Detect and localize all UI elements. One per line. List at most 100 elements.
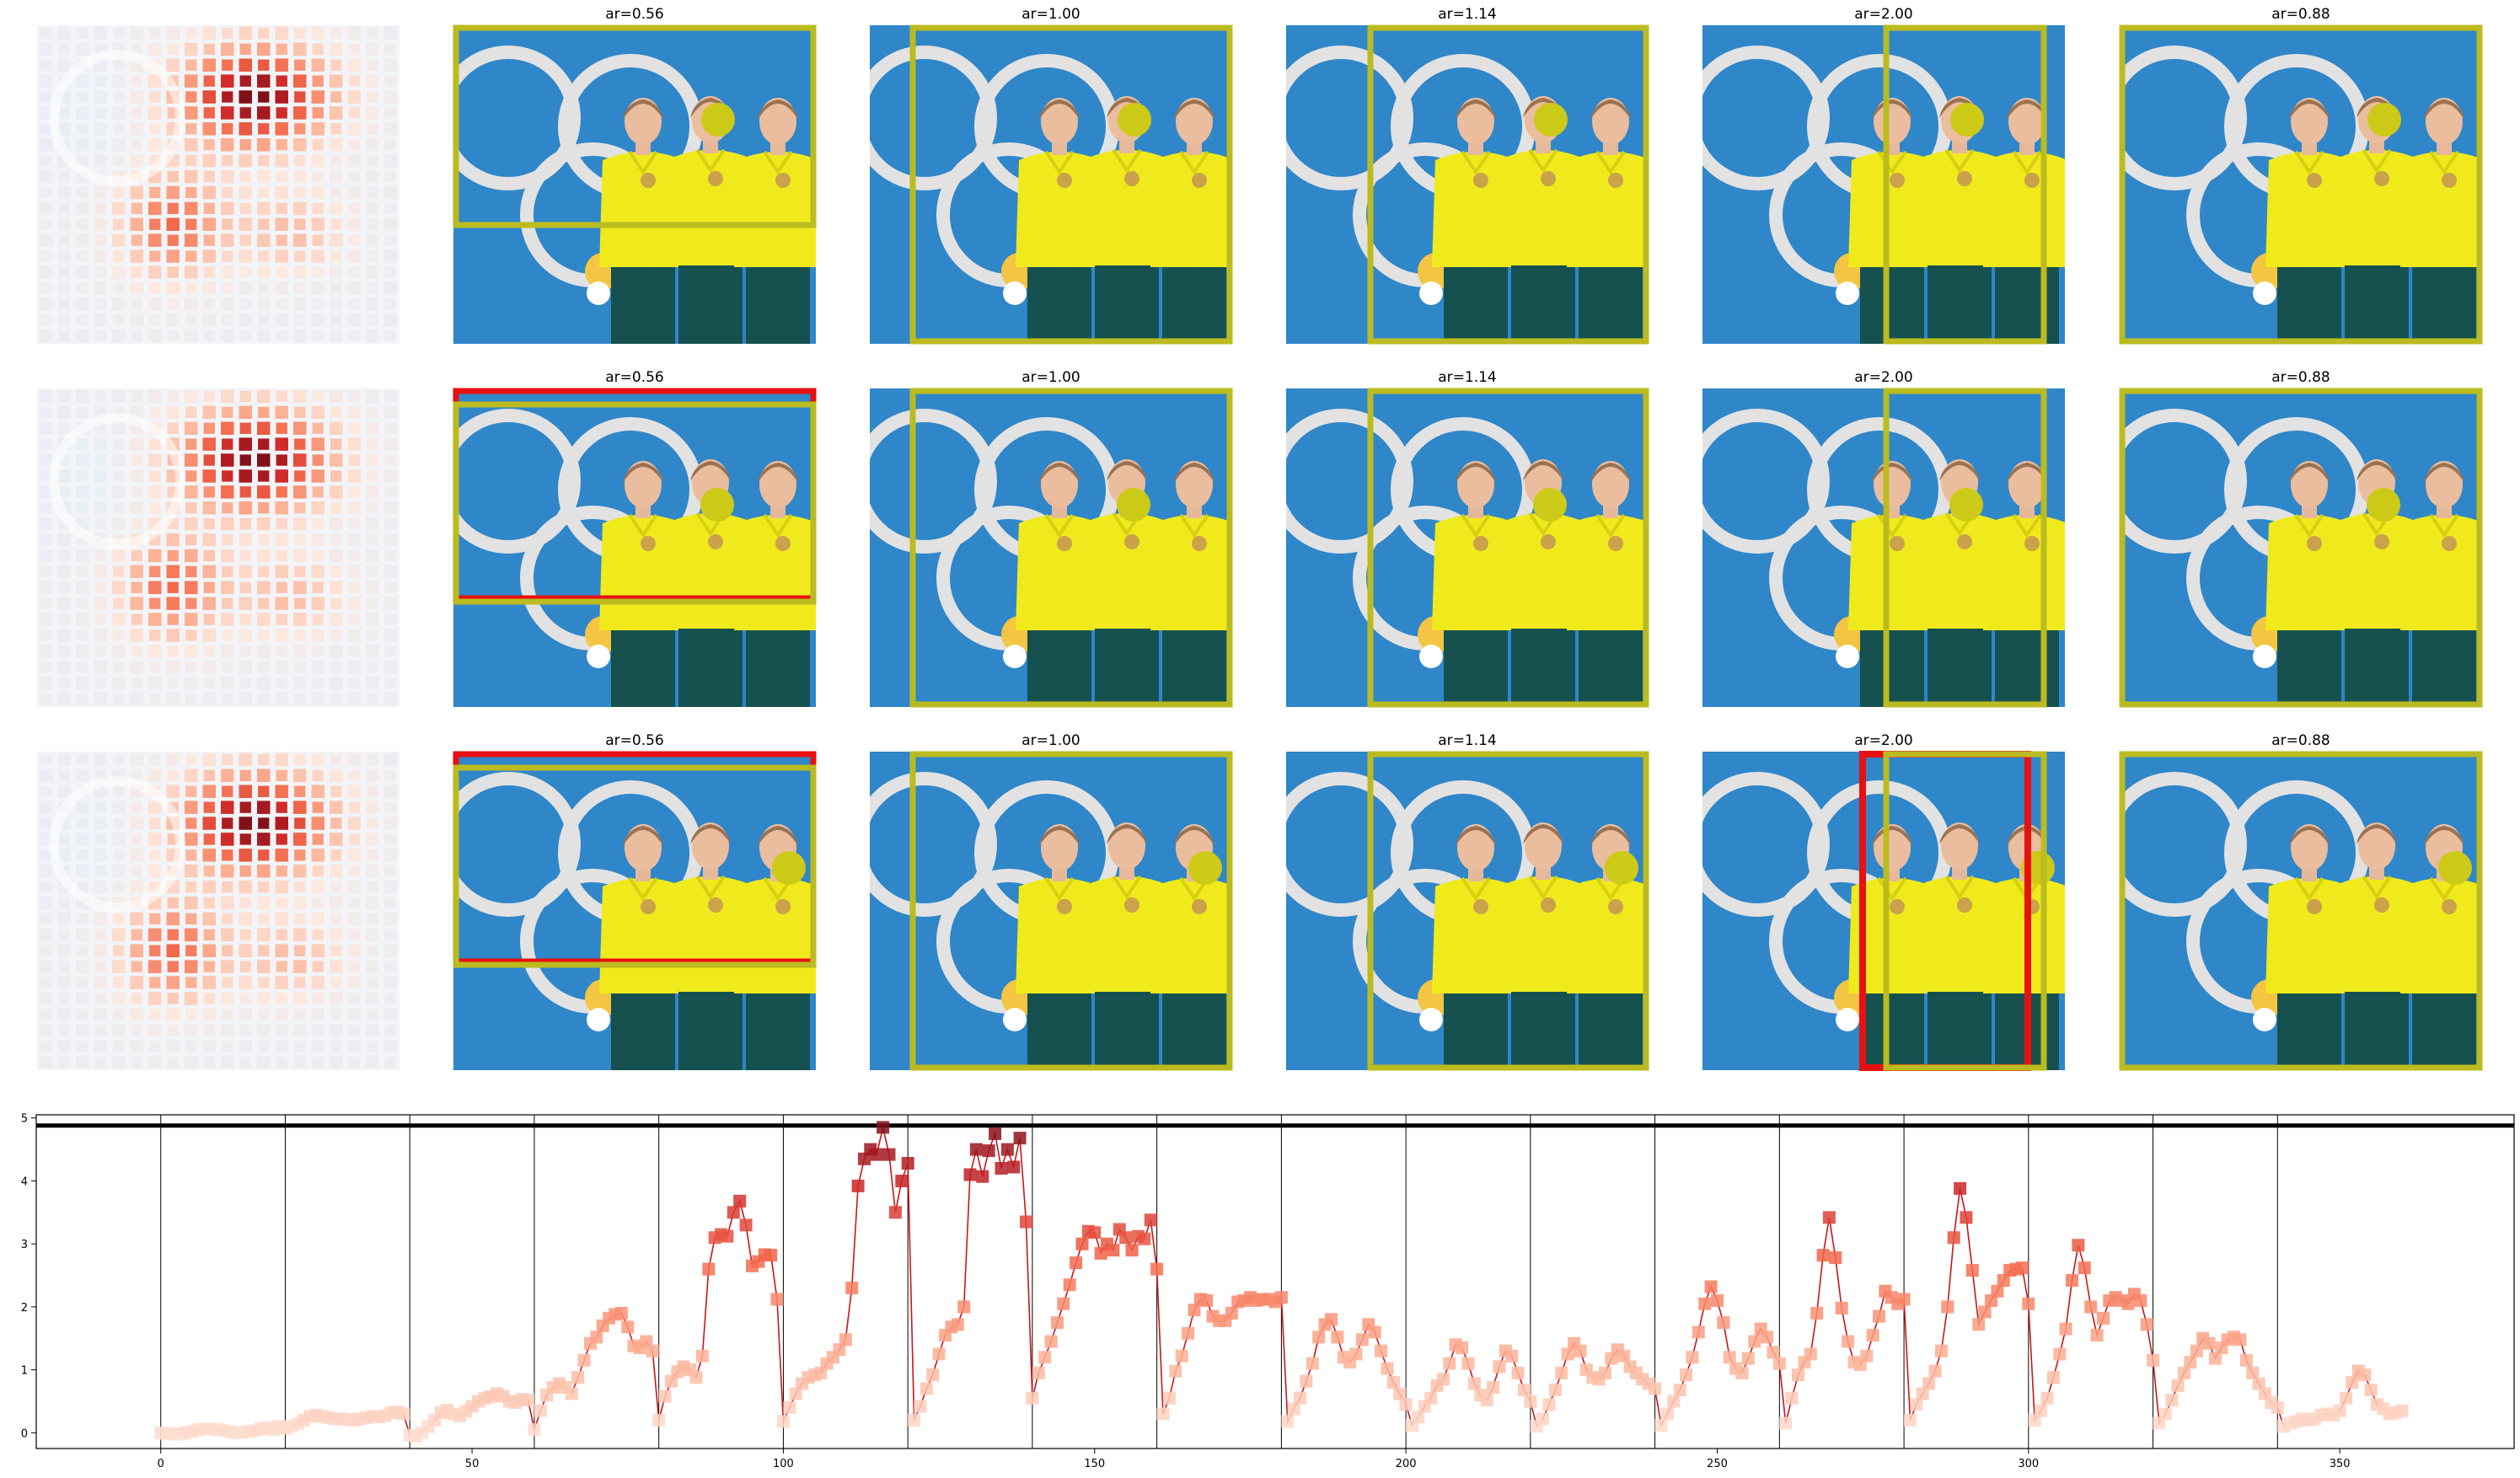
heatmap-cell <box>311 817 324 830</box>
hair-shape <box>758 826 798 846</box>
data-point-marker <box>2178 1366 2190 1379</box>
hair-shape <box>690 98 731 118</box>
heatmap-cell <box>185 421 198 435</box>
heatmap-cell <box>222 533 233 546</box>
heatmap-cell <box>276 549 287 562</box>
heatmap-cell <box>203 170 215 183</box>
heatmap-cell <box>239 961 251 972</box>
heatmap-cell <box>383 217 397 231</box>
heatmap-cell <box>221 106 234 120</box>
heatmap-cell <box>222 155 233 167</box>
data-point-marker <box>1654 1418 1668 1432</box>
collar-shape <box>1461 876 1491 902</box>
heatmap-cell <box>293 169 307 184</box>
jacket-shape <box>2265 152 2353 267</box>
heatmap-cell <box>293 1024 307 1037</box>
data-point-marker <box>1057 1297 1070 1310</box>
hair-shape <box>2356 461 2397 481</box>
medal-shape <box>1473 899 1488 914</box>
heatmap-cell <box>113 314 125 326</box>
heatmap-cell <box>167 581 179 593</box>
heatmap-cell <box>311 661 324 674</box>
heatmap-cell <box>384 1056 396 1068</box>
heatmap-cell <box>77 1041 88 1052</box>
heatmap-cell <box>312 298 324 310</box>
heatmap-cell <box>112 613 126 626</box>
heatmap-cell <box>221 801 234 814</box>
heatmap-cell <box>239 390 251 403</box>
data-point-marker <box>646 1344 659 1358</box>
hair-shape <box>1872 463 1912 483</box>
heatmap-cell <box>384 75 396 87</box>
heatmap-cell <box>367 753 378 766</box>
data-point-marker <box>1175 1349 1188 1363</box>
collar-shape <box>1595 513 1626 538</box>
heatmap-cell <box>166 785 180 798</box>
medal-shape <box>708 534 723 549</box>
heatmap-cell <box>76 1055 89 1069</box>
heatmap-cell <box>113 693 125 705</box>
medal-shape <box>1890 173 1905 188</box>
data-point-marker <box>1816 1249 1830 1262</box>
heatmap-cell <box>384 1025 396 1036</box>
heatmap-cell <box>40 438 52 450</box>
heatmap-cell <box>276 1025 287 1036</box>
medal-shape <box>775 899 791 914</box>
heatmap-cell <box>130 249 143 263</box>
heatmap-cell <box>221 42 234 56</box>
heatmap-cell <box>149 282 161 294</box>
heatmap-cell <box>58 645 70 657</box>
jacket-shape <box>1432 152 1520 267</box>
data-point-marker <box>1150 1262 1164 1276</box>
heatmap-cell <box>311 122 324 136</box>
medal-shape <box>2374 897 2389 913</box>
heatmap-cell <box>384 865 396 877</box>
heatmap-cell <box>311 533 324 547</box>
heatmap-cell <box>258 282 270 294</box>
data-point-marker <box>1928 1364 1942 1378</box>
heatmap-cell <box>312 677 324 689</box>
heatmap-cell <box>221 549 234 563</box>
heatmap-cell <box>130 944 143 957</box>
data-point-marker <box>702 1262 716 1276</box>
heatmap-cell <box>347 217 361 231</box>
data-point-marker <box>1511 1366 1525 1379</box>
heatmap-cell <box>113 849 125 861</box>
heatmap-cell <box>40 138 53 152</box>
medal-shape <box>641 899 656 914</box>
crop-box <box>1883 751 2047 1071</box>
data-point-marker <box>1723 1351 1736 1364</box>
heatmap-cell <box>40 421 53 435</box>
heatmap-cell <box>276 107 287 119</box>
heatmap-cell <box>276 43 287 55</box>
data-point-marker <box>2015 1261 2029 1275</box>
heatmap-cell <box>203 75 215 87</box>
heatmap-cell <box>239 170 251 183</box>
bouquet-shape <box>1003 645 1027 668</box>
heatmap-cell <box>257 960 271 973</box>
heatmap-cell <box>367 597 378 609</box>
photo-panel-inner <box>1286 24 1649 345</box>
data-point-marker <box>1860 1349 1874 1363</box>
heatmap-cell <box>367 881 378 893</box>
heatmap-cell <box>330 817 342 829</box>
data-point-marker <box>1294 1391 1306 1405</box>
hair-shape <box>758 463 798 483</box>
heatmap-cell <box>148 138 162 152</box>
heatmap-cell <box>347 281 361 295</box>
heatmap-cell <box>383 153 397 168</box>
collar-shape <box>1179 513 1209 538</box>
face-shape <box>1176 461 1213 508</box>
heatmap-cell <box>258 533 270 546</box>
heatmap-cell <box>94 313 107 327</box>
heatmap-cell <box>94 185 107 200</box>
heatmap-cell <box>203 139 215 151</box>
heatmap-cell <box>293 645 307 658</box>
data-point-marker <box>2134 1293 2147 1307</box>
focus-point-marker <box>700 488 734 522</box>
heatmap-cell <box>311 249 324 263</box>
bouquet-shape <box>587 1008 610 1031</box>
heatmap-cell <box>185 977 197 988</box>
heatmap-cell <box>384 298 396 310</box>
heatmap-cell <box>148 389 162 404</box>
